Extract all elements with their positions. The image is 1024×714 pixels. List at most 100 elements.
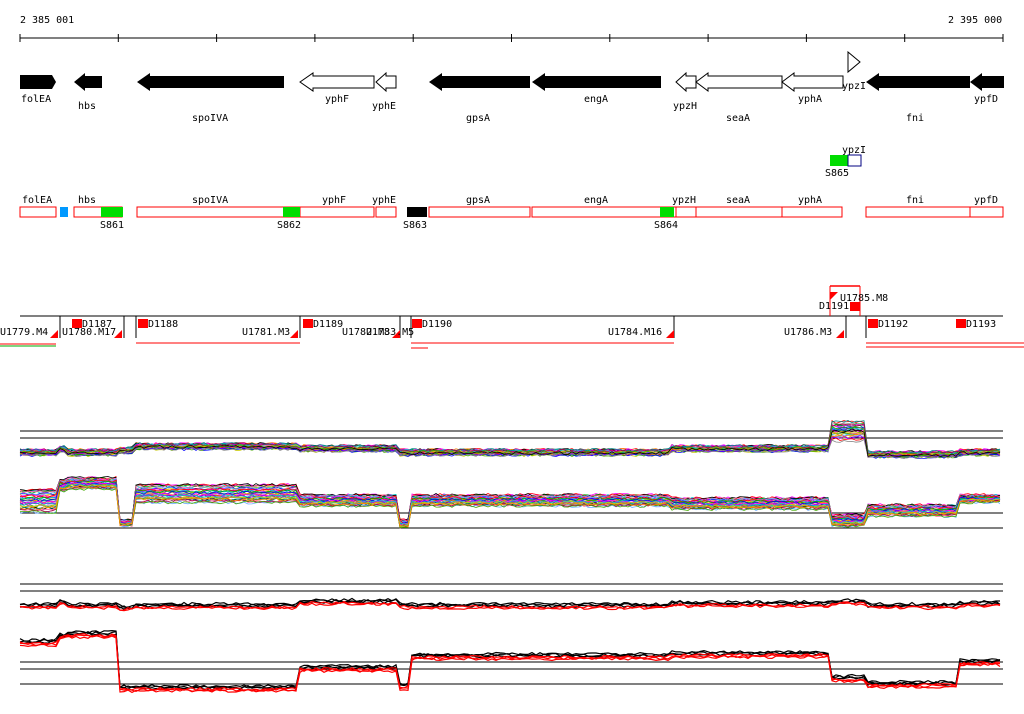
transcript-track: D1187 D1188 D1189 D1190 D1191 D1192 D119… <box>0 285 1024 349</box>
gene-arrow-yphF[interactable] <box>299 72 375 92</box>
gene-arrow-yphA[interactable] <box>781 72 844 92</box>
upper-feature-label: ypzI <box>842 145 866 156</box>
gene-box-label: yphF <box>322 195 346 206</box>
gene-arrow-ypfD[interactable] <box>970 73 1004 91</box>
gene-arrow-seaA[interactable] <box>695 72 783 92</box>
gene-label: ypzH <box>673 101 697 112</box>
upper-feature-group: ypzI S865 <box>825 145 866 179</box>
expression-profile-line <box>19 487 1001 529</box>
gene-label: seaA <box>726 113 750 124</box>
upstream-label: U1781.M3 <box>242 327 290 338</box>
expression-profile-line <box>19 601 1001 612</box>
downstream-label: D1191 <box>819 301 849 312</box>
expression-profile-line <box>19 481 1001 526</box>
downstream-marker-D1193[interactable] <box>956 319 966 328</box>
site-label: S862 <box>277 220 301 231</box>
upstream-label: U1785.M8 <box>840 293 888 304</box>
gene-box-track: folEA hbs spoIVA yphF yphE gpsA engA ypz… <box>19 195 1004 231</box>
gene-box-label: hbs <box>78 195 96 206</box>
gene-box-label: engA <box>584 195 608 206</box>
gene-box[interactable] <box>675 206 697 218</box>
downstream-marker-D1191[interactable] <box>850 302 860 311</box>
site-box-S863[interactable] <box>407 207 427 217</box>
gene-box[interactable] <box>428 206 531 218</box>
gene-label: folEA <box>21 94 51 105</box>
gene-box-label: seaA <box>726 195 750 206</box>
gene-arrow-hbs[interactable] <box>74 73 102 91</box>
upstream-label: U1784.M16 <box>608 327 662 338</box>
upstream-label: U1780.M17 <box>62 327 116 338</box>
expression-profile-line <box>19 635 1001 694</box>
downstream-label: D1193 <box>966 319 996 330</box>
expression-profile-line <box>19 634 1001 693</box>
gene-box-label: yphE <box>372 195 396 206</box>
downstream-label: D1187 <box>82 319 112 330</box>
gene-arrow-gpsA[interactable] <box>429 73 530 91</box>
upstream-label: U1783.M5 <box>366 327 414 338</box>
gene-arrow-ypzI[interactable] <box>847 50 861 74</box>
gene-box[interactable] <box>299 206 375 218</box>
gene-box[interactable] <box>969 206 1004 218</box>
site-label: S864 <box>654 220 678 231</box>
marker-box-blue <box>60 207 68 217</box>
coordinate-ruler: 2 385 001 2 395 000 <box>19 15 1004 42</box>
gene-box-label: spoIVA <box>192 195 228 206</box>
gene-arrow-engA[interactable] <box>532 73 661 91</box>
gene-arrow-folEA[interactable] <box>20 75 56 89</box>
gene-box[interactable] <box>531 206 677 218</box>
gene-box[interactable] <box>375 206 397 218</box>
downstream-label: D1192 <box>878 319 908 330</box>
expression-profile-line <box>19 425 1001 456</box>
site-box-S865[interactable] <box>830 155 848 166</box>
expression-profile-line <box>19 429 1001 457</box>
gene-label: engA <box>584 94 608 105</box>
gene-box-label: folEA <box>22 195 52 206</box>
gene-box[interactable] <box>136 206 301 218</box>
gene-arrow-fni[interactable] <box>866 73 970 91</box>
gene-label: hbs <box>78 101 96 112</box>
site-label: S863 <box>403 220 427 231</box>
expression-profile-line <box>19 485 1001 528</box>
gene-box-label: ypfD <box>974 195 998 206</box>
gene-box-label: yphA <box>798 195 822 206</box>
downstream-label: D1190 <box>422 319 452 330</box>
upstream-label: U1782.M3 <box>342 327 390 338</box>
gene-label: ypzI <box>842 81 866 92</box>
gene-box[interactable] <box>865 206 971 218</box>
site-box-S861[interactable] <box>101 207 123 217</box>
gene-box[interactable] <box>781 206 843 218</box>
gene-label: yphE <box>372 101 396 112</box>
gene-label: ypfD <box>974 94 998 105</box>
site-label: S861 <box>100 220 124 231</box>
gene-box[interactable] <box>695 206 783 218</box>
feature-box-ypzI[interactable] <box>847 154 862 167</box>
downstream-marker-D1189[interactable] <box>303 319 313 328</box>
gene-arrow-ypzH[interactable] <box>675 71 697 93</box>
ruler-end-label: 2 395 000 <box>948 15 1002 26</box>
downstream-marker-D1190[interactable] <box>412 319 422 328</box>
expression-profile-line <box>19 629 1001 689</box>
expression-profile-line <box>19 482 1001 526</box>
downstream-marker-D1192[interactable] <box>868 319 878 328</box>
site-box-S864[interactable] <box>660 207 674 217</box>
gene-label: yphF <box>325 94 349 105</box>
upstream-label: U1779.M4 <box>0 327 48 338</box>
gene-arrow-yphE[interactable] <box>375 71 397 93</box>
downstream-marker-D1187[interactable] <box>72 319 82 328</box>
downstream-marker-D1188[interactable] <box>138 319 148 328</box>
expression-panel-multicolor <box>19 419 1003 529</box>
expression-profile-line <box>20 420 1001 454</box>
site-box-S862[interactable] <box>283 207 300 217</box>
gene-label: gpsA <box>466 113 490 124</box>
expression-profile-line <box>19 483 1001 526</box>
gene-label: yphA <box>798 94 822 105</box>
gene-box-label: fni <box>906 195 924 206</box>
expression-panel-summary <box>19 583 1003 694</box>
downstream-label: D1189 <box>313 319 343 330</box>
gene-arrow-spoIVA[interactable] <box>137 73 284 91</box>
ruler-start-label: 2 385 001 <box>20 15 74 26</box>
gene-arrow-track: folEA hbs spoIVA yphF yphE gpsA engA ypz… <box>20 50 1004 124</box>
expression-profile-line <box>19 630 1001 690</box>
gene-box[interactable] <box>19 206 57 218</box>
